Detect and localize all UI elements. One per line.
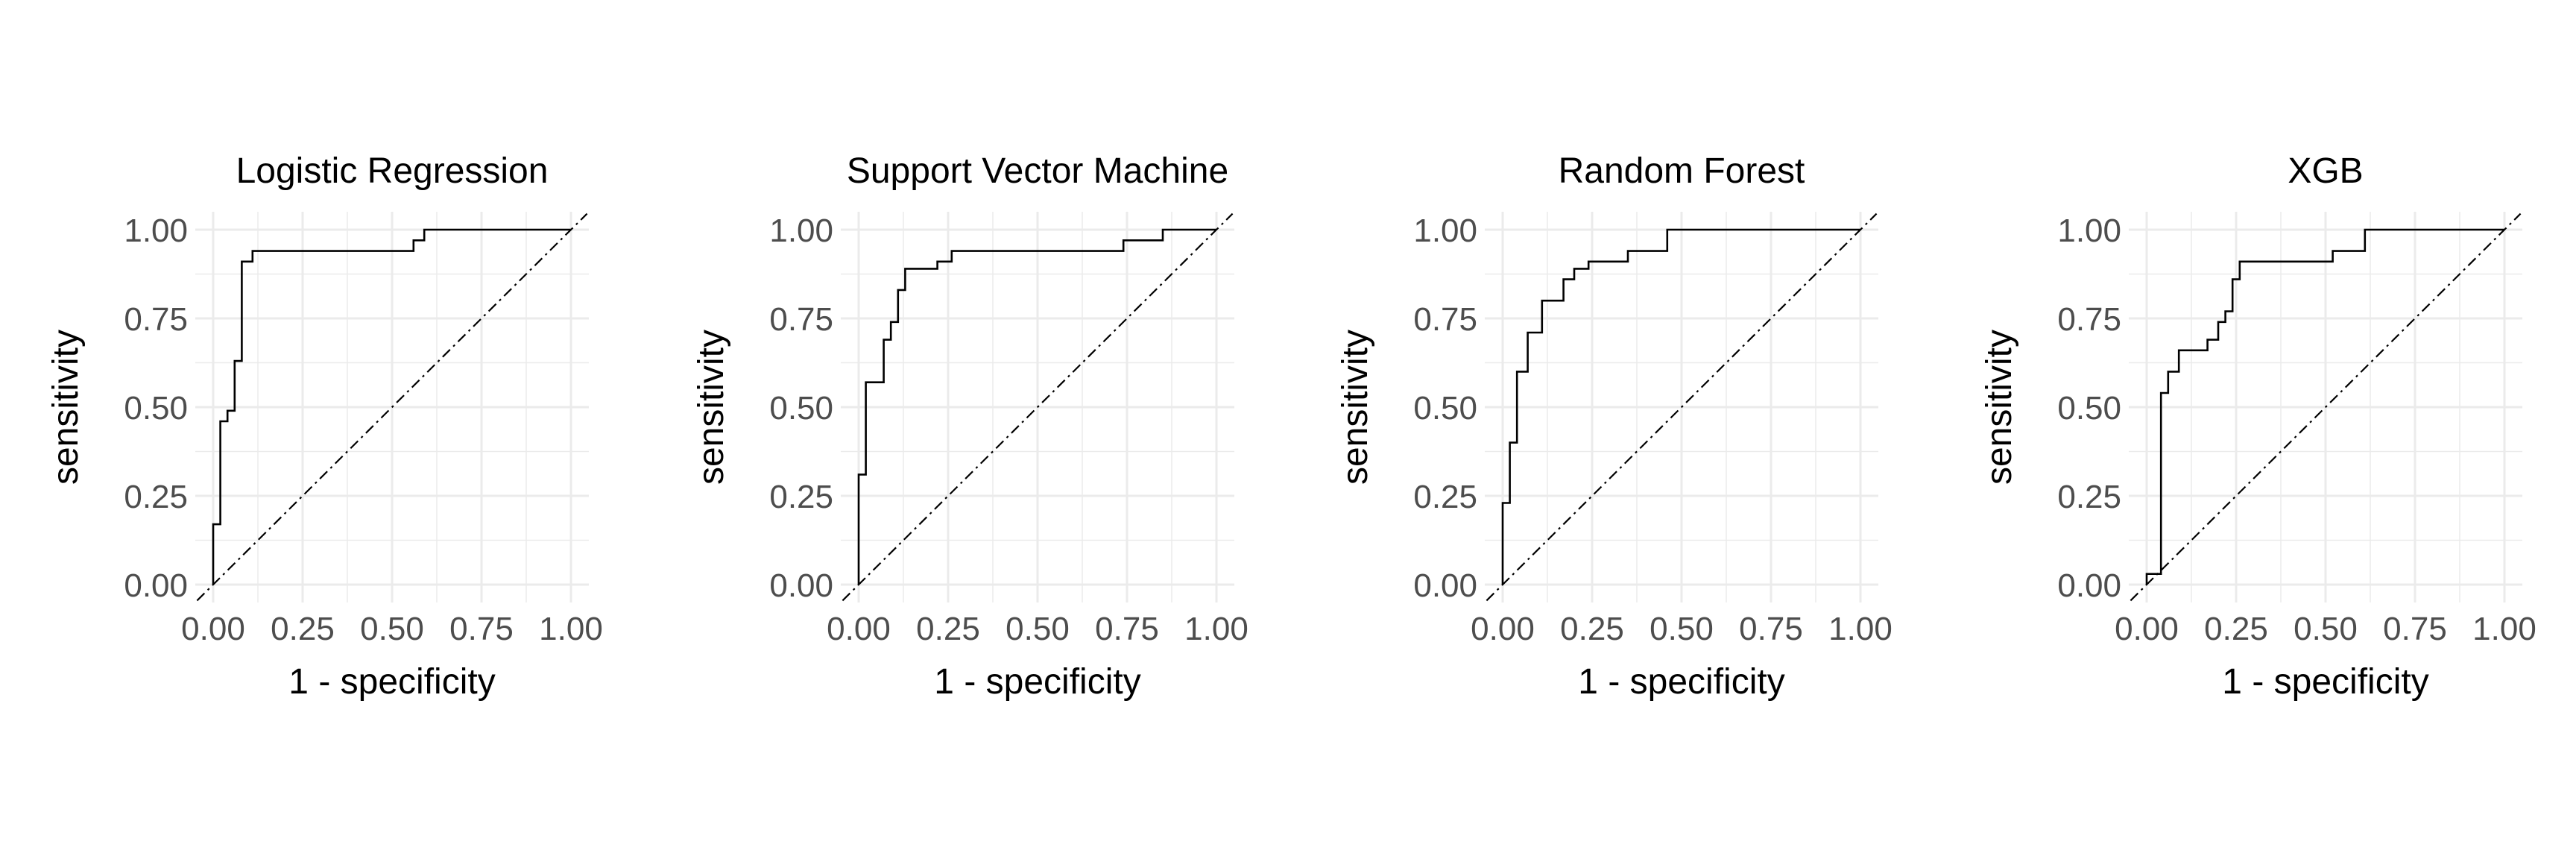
diagonal-reference-line [196,213,588,602]
x-tick-label: 1.00 [2472,611,2536,647]
roc-curve [212,228,571,585]
diagonal-reference-line [1486,213,1878,602]
x-tick-label: 0.50 [360,611,424,647]
x-axis-title: 1 - specificity [2222,662,2428,702]
x-tick-label: 0.25 [1560,611,1624,647]
y-axis-title: sensitivity [1980,330,2019,485]
roc-panel-4: 0.00 0.25 0.50 0.75 1.00 0.00 0.25 0.50 0.75 1.00… [1980,151,2536,702]
roc-curve [1501,228,1860,585]
x-tick-label: 0.50 [1006,611,1070,647]
y-tick-label: 0.50 [2057,390,2121,427]
x-tick-label: 1.00 [539,611,603,647]
roc-panel-1: 0.00 0.25 0.50 0.75 1.00 0.00 0.25 0.50 0.75 1.00… [46,151,603,702]
x-tick-label: 1.00 [1184,611,1248,647]
roc-panel-3: 0.00 0.25 0.50 0.75 1.00 0.00 0.25 0.50 0.75 1.00… [1336,151,1892,702]
x-tick-label: 0.00 [1471,611,1535,647]
panel-title: Random Forest [1559,151,1805,191]
y-tick-label: 0.00 [124,567,188,604]
y-axis-title: sensitivity [692,330,731,485]
y-tick-label: 0.25 [1413,479,1477,515]
x-tick-label: 0.25 [271,611,335,647]
y-tick-label: 0.75 [769,301,833,338]
y-axis-title: sensitivity [46,330,86,485]
x-tick-label: 0.75 [1095,611,1159,647]
x-axis-title: 1 - specificity [1578,662,1784,702]
y-tick-label: 0.25 [124,479,188,515]
y-tick-label: 0.25 [769,479,833,515]
x-tick-label: 0.00 [2115,611,2179,647]
y-tick-label: 0.00 [1413,567,1477,604]
y-tick-label: 0.50 [124,390,188,427]
panel-title: Logistic Regression [236,151,549,191]
y-tick-label: 0.75 [1413,301,1477,338]
y-tick-label: 1.00 [124,213,188,249]
x-tick-label: 0.00 [827,611,891,647]
y-tick-label: 1.00 [769,213,833,249]
roc-curve [2145,228,2504,585]
diagonal-reference-line [2130,213,2522,602]
x-tick-label: 0.25 [916,611,980,647]
roc-panel-2: 0.00 0.25 0.50 0.75 1.00 0.00 0.25 0.50 0.75 1.00… [692,151,1248,702]
x-tick-label: 0.75 [2383,611,2447,647]
y-tick-label: 0.00 [2057,567,2121,604]
diagonal-reference-line [842,213,1234,602]
panel-title: Support Vector Machine [847,151,1228,191]
x-tick-label: 0.75 [449,611,514,647]
x-axis-title: 1 - specificity [934,662,1140,702]
y-tick-label: 0.75 [124,301,188,338]
x-tick-label: 0.75 [1739,611,1803,647]
y-tick-label: 1.00 [2057,213,2121,249]
y-tick-label: 1.00 [1413,213,1477,249]
x-tick-label: 1.00 [1828,611,1892,647]
x-tick-label: 0.50 [1650,611,1714,647]
y-tick-label: 0.25 [2057,479,2121,515]
y-tick-label: 0.50 [1413,390,1477,427]
y-axis-title: sensitivity [1336,330,1375,485]
roc-curve [857,228,1216,585]
y-tick-label: 0.75 [2057,301,2121,338]
y-tick-label: 0.00 [769,567,833,604]
x-tick-label: 0.00 [181,611,245,647]
x-tick-label: 0.50 [2294,611,2358,647]
x-tick-label: 0.25 [2204,611,2268,647]
panel-title: XGB [2288,151,2363,191]
y-tick-label: 0.50 [769,390,833,427]
x-axis-title: 1 - specificity [288,662,495,702]
